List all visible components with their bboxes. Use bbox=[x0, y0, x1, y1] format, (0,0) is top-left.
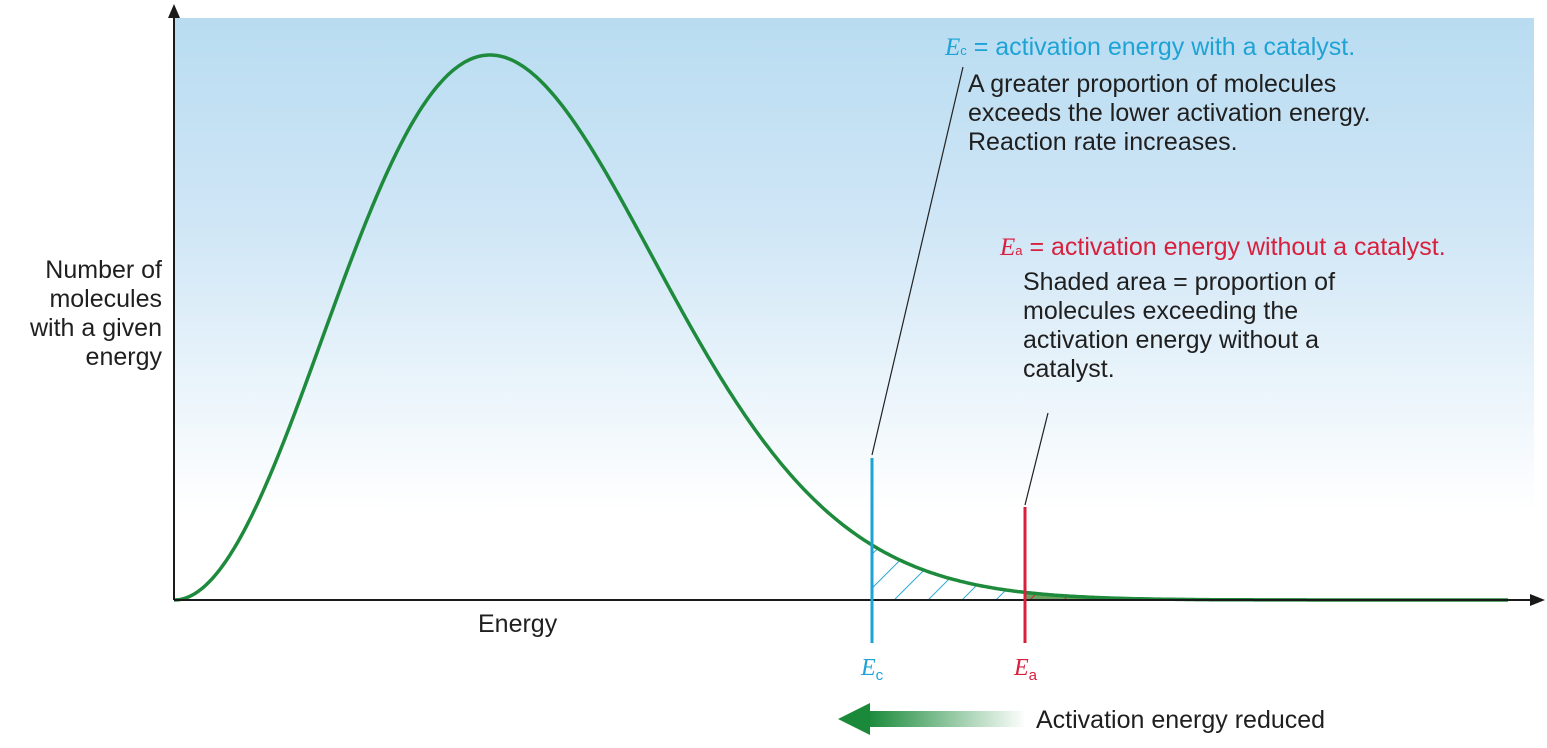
ea-tick-subscript: a bbox=[1028, 667, 1038, 684]
reduction-arrowhead bbox=[838, 703, 870, 735]
no-catalyst-symbol: E bbox=[1000, 234, 1016, 261]
no-catalyst-leader-line bbox=[1024, 412, 1049, 506]
x-axis-label: Energy bbox=[478, 610, 558, 638]
y-label-line: molecules bbox=[49, 285, 162, 313]
catalyst-description: A greater proportion of molecules exceed… bbox=[968, 70, 1371, 157]
catalyst-description-line: exceeds the lower activation energy. bbox=[968, 99, 1371, 127]
y-label-line: Number of bbox=[45, 256, 162, 284]
reduction-arrow-shaft bbox=[868, 711, 1026, 727]
no-catalyst-description-line: activation energy without a bbox=[1023, 326, 1320, 354]
catalyst-description-line: A greater proportion of molecules bbox=[968, 70, 1337, 98]
catalyst-subscript: c bbox=[960, 43, 967, 58]
no-catalyst-description: Shaded area = proportion of molecules ex… bbox=[1023, 268, 1335, 384]
no-catalyst-description-line: molecules exceeding the bbox=[1023, 297, 1299, 325]
no-catalyst-description-line: catalyst. bbox=[1023, 355, 1115, 383]
y-label-line: with a given bbox=[29, 314, 162, 342]
catalyst-leader-line bbox=[871, 66, 964, 456]
catalyst-title: Ec = activation energy with a catalyst. bbox=[945, 33, 1355, 65]
ea-tick-symbol: E bbox=[1014, 655, 1029, 681]
y-label-line: energy bbox=[85, 343, 162, 371]
ec-tick-label: Ec bbox=[861, 654, 883, 684]
no-catalyst-description-line: Shaded area = proportion of bbox=[1023, 268, 1336, 296]
activation-energy-reduced-label: Activation energy reduced bbox=[1036, 706, 1326, 734]
catalyst-title-text: = activation energy with a catalyst. bbox=[966, 33, 1356, 61]
no-catalyst-subscript: a bbox=[1015, 243, 1023, 258]
no-catalyst-title-text: = activation energy without a catalyst. bbox=[1022, 233, 1446, 261]
ec-tick-subscript: c bbox=[875, 667, 884, 684]
y-axis-arrowhead bbox=[168, 4, 180, 18]
y-axis-label: Number of molecules with a given energy bbox=[6, 256, 162, 372]
x-axis-arrowhead bbox=[1530, 594, 1545, 606]
catalyst-description-line: Reaction rate increases. bbox=[968, 128, 1238, 156]
catalyst-symbol: E bbox=[945, 34, 961, 61]
ea-tick-label: Ea bbox=[1014, 654, 1037, 684]
catalyst-shaded-region bbox=[872, 545, 1025, 600]
plot-background bbox=[174, 18, 1534, 600]
ec-tick-symbol: E bbox=[861, 655, 876, 681]
no-catalyst-title: Ea = activation energy without a catalys… bbox=[1000, 233, 1446, 265]
